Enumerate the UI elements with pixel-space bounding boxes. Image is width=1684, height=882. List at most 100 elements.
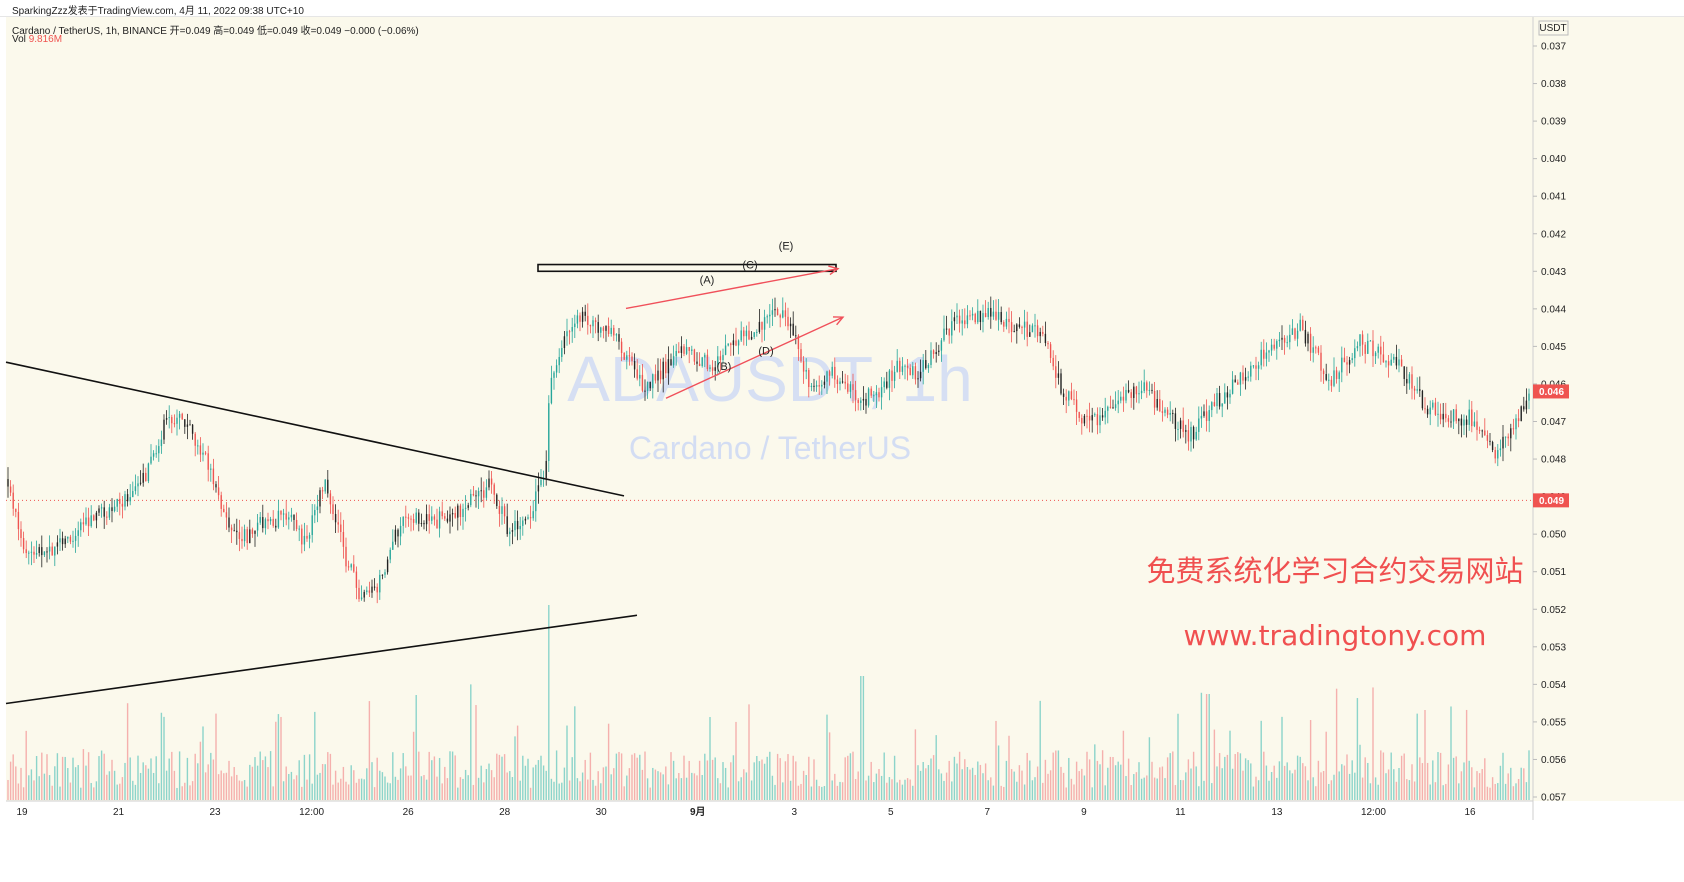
volume-bar (1127, 758, 1130, 800)
volume-bar (587, 779, 589, 800)
candle-body (1491, 441, 1494, 450)
volume-bar (488, 763, 490, 800)
volume-bar (1070, 778, 1073, 800)
candle-body (340, 524, 342, 533)
volume-bar (891, 779, 893, 800)
candle-body (165, 418, 168, 420)
volume-bar (207, 764, 209, 800)
candle-body (1411, 374, 1413, 389)
candle-body (103, 507, 105, 517)
volume-bar (98, 756, 100, 800)
candle-body (904, 365, 906, 367)
volume-bar (163, 716, 165, 800)
volume-bar (1065, 787, 1067, 800)
volume-bar (930, 758, 932, 800)
candle-body (433, 516, 436, 520)
volume-bar (750, 780, 753, 800)
volume-bar (1450, 706, 1452, 800)
chart-background (6, 17, 1533, 801)
volume-bar (1122, 730, 1125, 800)
x-tick-label: 12:00 (1361, 807, 1386, 818)
candle-body (43, 551, 46, 556)
candle-body (581, 311, 584, 322)
candle-body (1278, 339, 1281, 342)
y-tick-label: 0.039 (1541, 117, 1566, 128)
candle-body (748, 330, 750, 340)
candle-body (1463, 419, 1465, 426)
candle-body (990, 307, 992, 317)
volume-bar (953, 756, 956, 800)
volume-bar (849, 753, 852, 800)
volume-bar (1120, 764, 1122, 800)
candle-body (1268, 350, 1270, 353)
candle-body (865, 398, 867, 406)
volume-bar (113, 770, 116, 800)
volume-bar (1484, 758, 1486, 800)
volume-bar (93, 787, 95, 800)
x-tick-label: 9 (1081, 807, 1087, 818)
volume-bar (402, 753, 404, 800)
candle-body (485, 487, 488, 498)
volume-bar (1458, 783, 1460, 800)
volume-bar (1343, 765, 1346, 800)
volume-bar (147, 768, 150, 800)
candle-body (1335, 370, 1338, 379)
volume-bar (925, 768, 927, 800)
candle-body (41, 547, 43, 556)
candle-body (1452, 409, 1455, 422)
volume-bar (293, 779, 295, 800)
candle-body (480, 490, 482, 492)
volume-bar (160, 712, 163, 800)
volume-bar (126, 703, 129, 800)
volume-bar (706, 760, 709, 800)
candle-body (969, 315, 971, 317)
volume-bar (1190, 768, 1192, 800)
volume-bar (1515, 783, 1517, 800)
candle-body (1439, 413, 1442, 420)
volume-bar (155, 756, 157, 800)
candle-body (436, 519, 438, 529)
volume-bar (932, 755, 935, 800)
volume-bar (1315, 786, 1317, 800)
y-tick-label: 0.044 (1541, 304, 1566, 315)
candle-body (1229, 393, 1231, 398)
candle-body (953, 317, 956, 322)
candle-body (984, 313, 987, 318)
candle-body (1359, 334, 1361, 347)
candle-body (1460, 418, 1463, 426)
volume-bar (1369, 783, 1372, 800)
volume-bar (912, 785, 914, 800)
volume-bar (878, 768, 880, 800)
candle-body (139, 482, 142, 484)
candle-body (38, 547, 40, 554)
volume-bar (524, 765, 527, 800)
candle-body (743, 330, 745, 337)
candle-body (652, 374, 654, 389)
volume-bar (698, 760, 701, 800)
candle-body (402, 516, 404, 526)
candle-body (1182, 420, 1184, 432)
volume-bar (1468, 760, 1470, 800)
candle-body (571, 327, 573, 332)
volume-bar (137, 755, 139, 800)
volume-bar (1317, 760, 1320, 800)
volume-bar (1528, 750, 1530, 800)
y-tick-label: 0.042 (1541, 229, 1566, 240)
candle-body (1088, 415, 1091, 421)
volume-bar (732, 755, 735, 800)
candle-body (1039, 331, 1041, 337)
candle-body (1049, 344, 1052, 358)
price-label-text: 0.049 (1539, 496, 1564, 507)
candle-body (1146, 382, 1148, 391)
candle-body (1486, 435, 1489, 441)
volume-bar (1242, 770, 1244, 800)
candle-body (678, 350, 680, 353)
volume-bar (818, 786, 820, 800)
candle-body (1520, 406, 1522, 422)
volume-bar (1000, 785, 1002, 800)
candle-body (457, 505, 459, 518)
candle-body (158, 446, 160, 454)
candle-body (1075, 399, 1078, 412)
volume-bar (1164, 778, 1166, 800)
